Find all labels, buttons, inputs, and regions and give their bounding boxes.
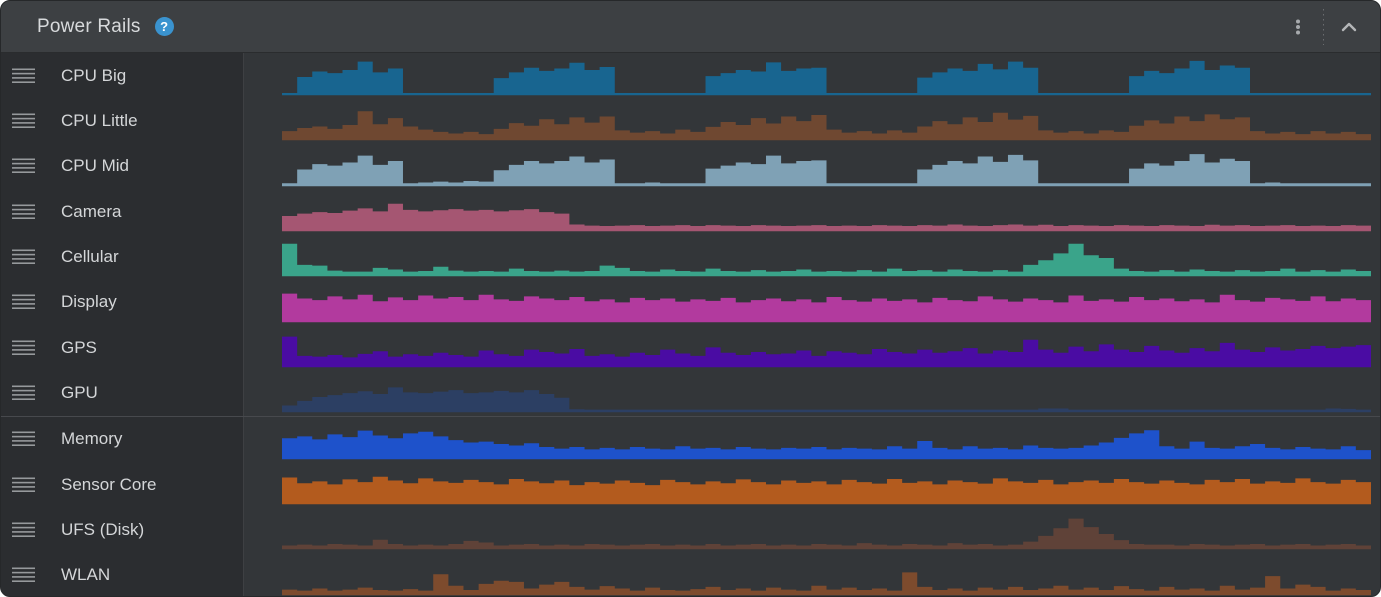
rail-row-wlan: WLAN <box>1 552 1380 596</box>
kebab-menu-icon <box>1296 19 1300 34</box>
drag-handle-icon[interactable] <box>12 567 35 583</box>
rail-label: Memory <box>61 429 123 449</box>
rail-chart[interactable] <box>244 507 1380 553</box>
rail-sidebar-cell: Sensor Core <box>1 461 244 508</box>
rail-area-path <box>282 429 1371 459</box>
panel-title: Power Rails <box>37 15 141 37</box>
chevron-up-icon <box>1341 22 1357 31</box>
rail-sidebar-cell: UFS (Disk) <box>1 507 244 553</box>
rail-area-path <box>282 387 1371 413</box>
rails-list: CPU Big CPU Little <box>1 53 1380 596</box>
rail-row-memory: Memory <box>1 415 1380 462</box>
rail-row-display: Display <box>1 279 1380 325</box>
header-divider <box>1323 8 1324 45</box>
rail-sidebar-cell: Cellular <box>1 234 244 280</box>
rail-area-path <box>282 111 1371 141</box>
drag-handle-icon[interactable] <box>12 204 35 220</box>
rail-sidebar-cell: GPS <box>1 324 244 371</box>
rail-row-camera: Camera <box>1 188 1380 235</box>
rail-chart[interactable] <box>244 552 1380 596</box>
rail-chart[interactable] <box>244 234 1380 280</box>
rail-sidebar-cell: CPU Little <box>1 98 244 144</box>
rail-sidebar-cell: CPU Big <box>1 53 244 99</box>
drag-handle-icon[interactable] <box>12 249 35 265</box>
rail-chart[interactable] <box>244 279 1380 325</box>
rail-area-path <box>282 336 1371 368</box>
rail-label: WLAN <box>61 565 111 585</box>
rail-label: GPS <box>61 337 97 357</box>
rail-chart[interactable] <box>244 370 1380 416</box>
rail-chart[interactable] <box>244 188 1380 235</box>
rail-chart[interactable] <box>244 98 1380 144</box>
collapse-button[interactable] <box>1332 10 1366 44</box>
rail-sidebar-cell: Camera <box>1 188 244 235</box>
drag-handle-icon[interactable] <box>12 385 35 401</box>
rail-row-gps: GPS <box>1 324 1380 371</box>
rail-label: UFS (Disk) <box>61 519 145 539</box>
rail-area-path <box>282 571 1371 595</box>
drag-handle-icon[interactable] <box>12 477 35 493</box>
rail-area-path <box>282 153 1371 186</box>
drag-handle-icon[interactable] <box>12 340 35 356</box>
rail-sidebar-cell: CPU Mid <box>1 143 244 189</box>
drag-handle-icon[interactable] <box>12 158 35 174</box>
rail-chart[interactable] <box>244 416 1380 462</box>
drag-handle-icon[interactable] <box>12 431 35 447</box>
panel-header: Power Rails ? <box>1 1 1380 53</box>
rail-row-ufs-disk: UFS (Disk) <box>1 507 1380 553</box>
rail-area-path <box>282 203 1371 232</box>
rail-label: GPU <box>61 382 98 402</box>
rail-label: Display <box>61 292 117 312</box>
rail-row-sensor-core: Sensor Core <box>1 461 1380 508</box>
rail-row-cpu-big: CPU Big <box>1 53 1380 99</box>
rail-label: Sensor Core <box>61 474 157 494</box>
rail-chart[interactable] <box>244 461 1380 508</box>
rail-area-path <box>282 244 1371 277</box>
rail-sidebar-cell: GPU <box>1 370 244 416</box>
rail-chart[interactable] <box>244 324 1380 371</box>
rail-row-cpu-mid: CPU Mid <box>1 143 1380 189</box>
rail-sidebar-cell: Memory <box>1 416 244 462</box>
drag-handle-icon[interactable] <box>12 294 35 310</box>
rail-label: Camera <box>61 201 122 221</box>
rail-label: Cellular <box>61 246 119 266</box>
kebab-menu-button[interactable] <box>1281 10 1315 44</box>
rail-area-path <box>282 60 1371 96</box>
drag-handle-icon[interactable] <box>12 113 35 129</box>
rail-chart[interactable] <box>244 143 1380 189</box>
rail-label: CPU Little <box>61 110 138 130</box>
help-question-icon[interactable]: ? <box>154 17 174 36</box>
rail-label: CPU Mid <box>61 156 130 176</box>
rail-area-path <box>282 476 1371 505</box>
rail-row-cpu-little: CPU Little <box>1 98 1380 144</box>
drag-handle-icon[interactable] <box>12 68 35 84</box>
rail-sidebar-cell: Display <box>1 279 244 325</box>
rail-label: CPU Big <box>61 65 127 85</box>
rail-row-gpu: GPU <box>1 370 1380 416</box>
rail-area-path <box>282 293 1371 322</box>
rail-area-path <box>282 518 1371 550</box>
rail-row-cellular: Cellular <box>1 234 1380 280</box>
drag-handle-icon[interactable] <box>12 522 35 538</box>
rail-sidebar-cell: WLAN <box>1 552 244 596</box>
rail-chart[interactable] <box>244 53 1380 99</box>
